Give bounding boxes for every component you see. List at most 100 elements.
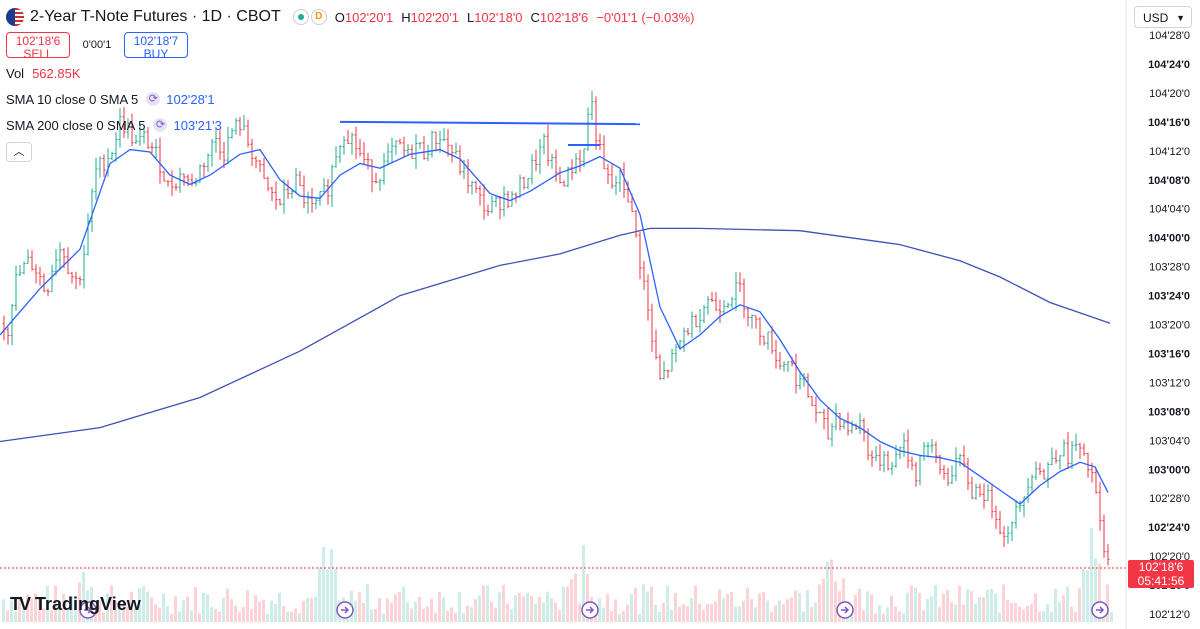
delayed-badge[interactable]: D bbox=[310, 9, 327, 25]
volume-bar bbox=[206, 594, 209, 622]
volume-bar bbox=[1018, 606, 1021, 622]
volume-bar bbox=[566, 586, 569, 622]
volume-bar bbox=[578, 603, 581, 622]
volume-bar bbox=[634, 587, 637, 622]
ohlc-low: L102'18'0 bbox=[466, 9, 523, 25]
volume-bar bbox=[258, 601, 261, 622]
volume-bar bbox=[170, 613, 173, 622]
volume-bar bbox=[474, 599, 477, 622]
price-tick-label: 103'08'0 bbox=[1148, 406, 1190, 418]
ohlc-open: O102'20'1 bbox=[334, 9, 394, 25]
last-price-tag: 102'18'6 05:41:56 bbox=[1128, 560, 1194, 588]
sell-button[interactable]: 102'18'6 SELL bbox=[6, 32, 70, 61]
volume-bar bbox=[562, 586, 565, 622]
volume-bar bbox=[518, 592, 521, 622]
volume-bar bbox=[2, 599, 5, 622]
volume-bar bbox=[698, 603, 701, 622]
volume-bar bbox=[690, 598, 693, 622]
volume-bar bbox=[726, 593, 729, 622]
sma200-line bbox=[0, 227, 1111, 443]
price-axis[interactable]: 104'28'0 104'24'0 104'20'0 104'16'0 104'12'0… bbox=[1125, 0, 1200, 629]
volume-bar bbox=[386, 598, 389, 622]
volume-bar bbox=[986, 589, 989, 622]
collapse-legend-button[interactable]: ︿ bbox=[6, 142, 32, 162]
axis-background bbox=[1126, 0, 1200, 629]
volume-bar bbox=[1058, 601, 1061, 622]
volume-bar bbox=[282, 605, 285, 622]
price-tick-label: 102'28'0 bbox=[1149, 493, 1190, 505]
arrow-right-icon bbox=[84, 606, 93, 614]
volume-bar bbox=[426, 606, 429, 622]
volume-bar bbox=[70, 595, 73, 622]
volume-bar bbox=[190, 610, 193, 622]
volume-bar bbox=[154, 604, 157, 622]
arrow-right-icon bbox=[341, 606, 350, 614]
volume-bar bbox=[202, 592, 205, 622]
volume-bar bbox=[486, 585, 489, 622]
volume-bar bbox=[266, 613, 269, 622]
volume-bar bbox=[234, 605, 237, 622]
volume-bar bbox=[198, 613, 201, 622]
ohlc-close: C102'18'6 bbox=[530, 9, 589, 25]
volume-bar bbox=[526, 592, 529, 622]
volume-bar bbox=[1038, 611, 1041, 622]
volume-bar bbox=[866, 591, 869, 622]
sync-icon[interactable]: ⟳ bbox=[146, 92, 161, 106]
volume-bar bbox=[898, 611, 901, 622]
sma200-legend[interactable]: SMA 200 close 0 SMA 5 ⟳ 103'21'3 bbox=[6, 117, 222, 133]
volume-bar bbox=[662, 602, 665, 622]
volume-bar bbox=[442, 597, 445, 622]
volume-bar bbox=[886, 607, 889, 622]
spread-value: 0'00'1 bbox=[82, 39, 112, 51]
volume-bar bbox=[378, 598, 381, 622]
trendlines[interactable] bbox=[339, 120, 641, 147]
market-open-icon[interactable] bbox=[292, 9, 309, 25]
volume-bar bbox=[242, 607, 245, 622]
symbol-title[interactable]: 2-Year T-Note Futures · 1D · CBOT bbox=[30, 8, 281, 25]
volume-bar bbox=[1062, 595, 1065, 622]
volume-bar bbox=[710, 604, 713, 622]
event-markers[interactable] bbox=[79, 601, 1109, 619]
chevron-down-icon: ▼ bbox=[1176, 13, 1185, 23]
volume-bar bbox=[842, 578, 845, 622]
volume-bar bbox=[1014, 603, 1017, 622]
volume-bar bbox=[810, 607, 813, 622]
arrow-right-icon bbox=[586, 606, 595, 614]
price-tick-label: 104'16'0 bbox=[1148, 117, 1190, 129]
volume-bar bbox=[446, 610, 449, 622]
volume-bar bbox=[270, 600, 273, 622]
currency-select[interactable]: USD ▼ bbox=[1134, 6, 1192, 28]
volume-bar bbox=[522, 596, 525, 622]
volume-bar bbox=[786, 599, 789, 622]
volume-bar bbox=[210, 607, 213, 622]
volume-bar bbox=[78, 582, 81, 622]
volume-bar bbox=[54, 585, 57, 622]
volume-bar bbox=[650, 586, 653, 622]
volume-bar bbox=[722, 598, 725, 622]
trendline bbox=[339, 120, 641, 126]
volume-bar bbox=[806, 590, 809, 622]
volume-bar bbox=[894, 606, 897, 622]
volume-bar bbox=[130, 591, 133, 622]
volume-bar bbox=[66, 608, 69, 622]
volume-bar bbox=[1002, 584, 1005, 622]
volume-bar bbox=[686, 606, 689, 622]
volume-bar bbox=[354, 600, 357, 622]
volume-bar bbox=[194, 587, 197, 622]
sma10-legend[interactable]: SMA 10 close 0 SMA 5 ⟳ 102'28'1 bbox=[6, 91, 215, 107]
volume-bar bbox=[294, 608, 297, 622]
price-tick-label: 103'16'0 bbox=[1148, 348, 1190, 360]
volume-bar bbox=[466, 605, 469, 622]
volume-bar bbox=[942, 593, 945, 622]
volume-bar bbox=[406, 602, 409, 622]
volume-legend[interactable]: Vol 562.85K bbox=[6, 65, 81, 81]
sync-icon[interactable]: ⟳ bbox=[153, 118, 168, 132]
volume-bar bbox=[958, 585, 961, 622]
tradingview-logo[interactable]: TV TradingView bbox=[10, 594, 141, 614]
buy-button[interactable]: 102'18'7 BUY bbox=[124, 32, 188, 61]
arrow-right-icon bbox=[1096, 606, 1105, 614]
volume-bar bbox=[46, 585, 49, 622]
volume-bar bbox=[1042, 611, 1045, 622]
volume-bar bbox=[990, 588, 993, 622]
